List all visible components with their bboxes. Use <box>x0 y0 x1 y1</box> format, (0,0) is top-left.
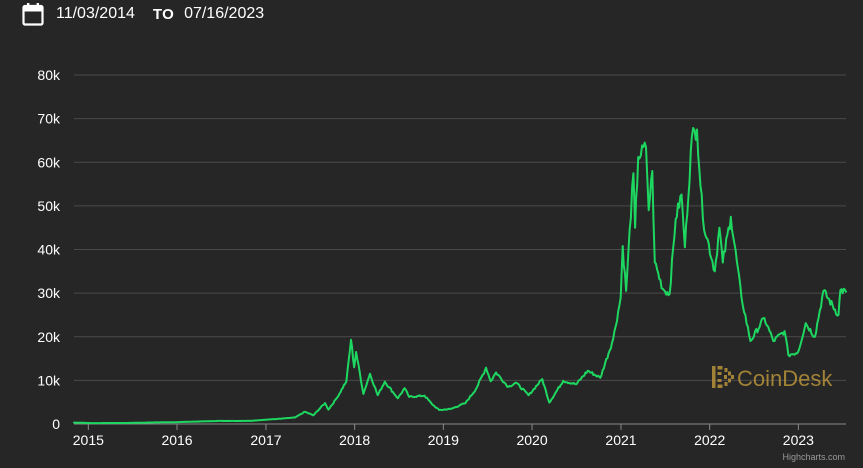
start-date[interactable]: 11/03/2014 <box>56 5 135 22</box>
x-tick-label: 2016 <box>161 432 192 448</box>
end-date[interactable]: 07/16/2023 <box>184 5 265 22</box>
x-tick-label: 2017 <box>250 432 281 448</box>
series-line[interactable] <box>73 127 847 425</box>
x-tick-label: 2023 <box>783 432 814 448</box>
x-tick-label: 2018 <box>339 432 370 448</box>
y-tick-label: 80k <box>37 67 61 83</box>
y-tick-label: 70k <box>37 111 61 127</box>
x-axis: 2015 2016 2017 2018 2019 2020 2021 2022 2023 <box>73 424 814 448</box>
watermark-text: CoinDesk <box>737 366 833 391</box>
y-tick-label: 10k <box>37 372 61 388</box>
date-range-bar[interactable]: 11/03/2014 TO 07/16/2023 <box>22 2 264 26</box>
x-tick-label: 2020 <box>516 432 547 448</box>
y-tick-label: 20k <box>37 329 61 345</box>
x-tick-label: 2019 <box>428 432 459 448</box>
x-tick-label: 2022 <box>694 432 725 448</box>
x-tick-label: 2021 <box>605 432 636 448</box>
coindesk-logo-icon <box>712 366 734 388</box>
calendar-icon[interactable] <box>22 2 44 26</box>
grid-lines <box>74 74 846 425</box>
y-tick-label: 30k <box>37 285 61 301</box>
watermark: CoinDesk <box>712 366 833 391</box>
y-tick-label: 60k <box>37 154 61 170</box>
y-tick-label: 50k <box>37 198 61 214</box>
y-axis: 0 10k 20k 30k 40k 50k 60k 70k 80k <box>37 67 61 432</box>
date-range-separator: TO <box>152 5 175 23</box>
x-tick-label: 2015 <box>73 432 104 448</box>
y-tick-label: 0 <box>52 416 60 432</box>
chart-credits[interactable]: Highcharts.com <box>782 452 845 462</box>
y-tick-label: 40k <box>37 242 61 258</box>
